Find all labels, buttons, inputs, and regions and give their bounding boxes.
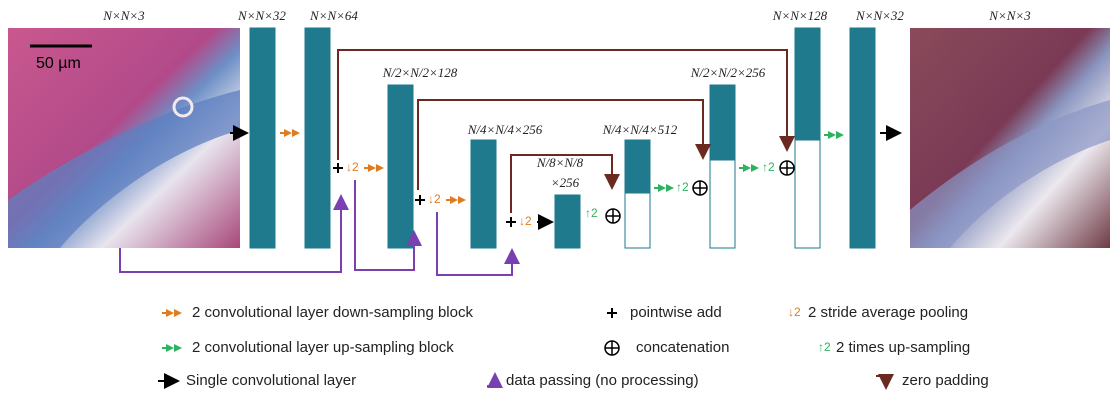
dim-label: N×N×3 bbox=[988, 8, 1031, 23]
dim-label: N×N×32 bbox=[237, 8, 286, 23]
arrow-head bbox=[450, 196, 458, 204]
legend: 2 convolutional layer down-sampling bloc… bbox=[186, 304, 989, 389]
dim-label: N/2×N/2×256 bbox=[690, 65, 766, 80]
pool-symbol: ↓2 bbox=[346, 160, 359, 174]
dim-label: N/8×N/8 bbox=[536, 155, 584, 170]
legend-label: concatenation bbox=[636, 339, 729, 356]
dim-label: N×N×64 bbox=[309, 8, 358, 23]
legend-label: pointwise add bbox=[630, 304, 722, 321]
legend-label: 2 convolutional layer up-sampling block bbox=[192, 339, 454, 356]
block bbox=[305, 28, 330, 248]
block bbox=[710, 85, 735, 160]
dim-label: N×N×128 bbox=[772, 8, 828, 23]
legend-label: data passing (no processing) bbox=[506, 372, 699, 389]
dim-label: N/4×N/4×256 bbox=[467, 122, 543, 137]
block bbox=[471, 140, 496, 248]
arrow-head bbox=[376, 164, 384, 172]
pool-symbol: ↓2 bbox=[519, 214, 532, 228]
zero-padding-icon bbox=[876, 376, 886, 388]
dim-label: N/2×N/2×128 bbox=[382, 65, 458, 80]
arrow-head bbox=[658, 184, 666, 192]
arrow-head bbox=[828, 131, 836, 139]
arrow-head bbox=[368, 164, 376, 172]
block bbox=[388, 85, 413, 248]
arrow-head bbox=[174, 344, 182, 352]
upsample-symbol: ↑2 bbox=[585, 206, 598, 220]
dim-label: ×256 bbox=[551, 175, 580, 190]
data-passing-icon bbox=[487, 374, 495, 386]
legend-label: zero padding bbox=[902, 372, 989, 389]
arrow-head bbox=[836, 131, 844, 139]
upsample-symbol: ↑2 bbox=[762, 160, 775, 174]
block bbox=[250, 28, 275, 248]
architecture-diagram: 50 µm N×N×3 N×N×32 N×N×64 N/2×N/2×128 N/… bbox=[0, 0, 1119, 397]
block bbox=[850, 28, 875, 248]
legend-label: 2 convolutional layer down-sampling bloc… bbox=[192, 304, 473, 321]
upsample-symbol: ↑2 bbox=[676, 180, 689, 194]
arrow-head bbox=[166, 344, 174, 352]
block bbox=[625, 140, 650, 193]
arrow-head bbox=[174, 309, 182, 317]
dim-label: N×N×32 bbox=[855, 8, 904, 23]
arrow-head bbox=[166, 309, 174, 317]
dim-label: N×N×3 bbox=[102, 8, 145, 23]
legend-label: Single convolutional layer bbox=[186, 372, 356, 389]
block bbox=[795, 28, 820, 140]
arrow-head bbox=[743, 164, 751, 172]
block bbox=[555, 195, 580, 248]
dim-label: N/4×N/4×512 bbox=[602, 122, 678, 137]
pool-symbol: ↓2 bbox=[788, 305, 801, 319]
blocks bbox=[250, 28, 875, 248]
arrow-head bbox=[292, 129, 300, 137]
arrow-head bbox=[284, 129, 292, 137]
arrow-head bbox=[666, 184, 674, 192]
pool-symbol: ↓2 bbox=[428, 192, 441, 206]
scale-bar-label: 50 µm bbox=[36, 55, 81, 72]
arrow-head bbox=[751, 164, 759, 172]
legend-label: 2 times up-sampling bbox=[836, 339, 970, 356]
legend-label: 2 stride average pooling bbox=[808, 304, 968, 321]
arrow-head bbox=[458, 196, 466, 204]
upsample-symbol: ↑2 bbox=[818, 340, 831, 354]
